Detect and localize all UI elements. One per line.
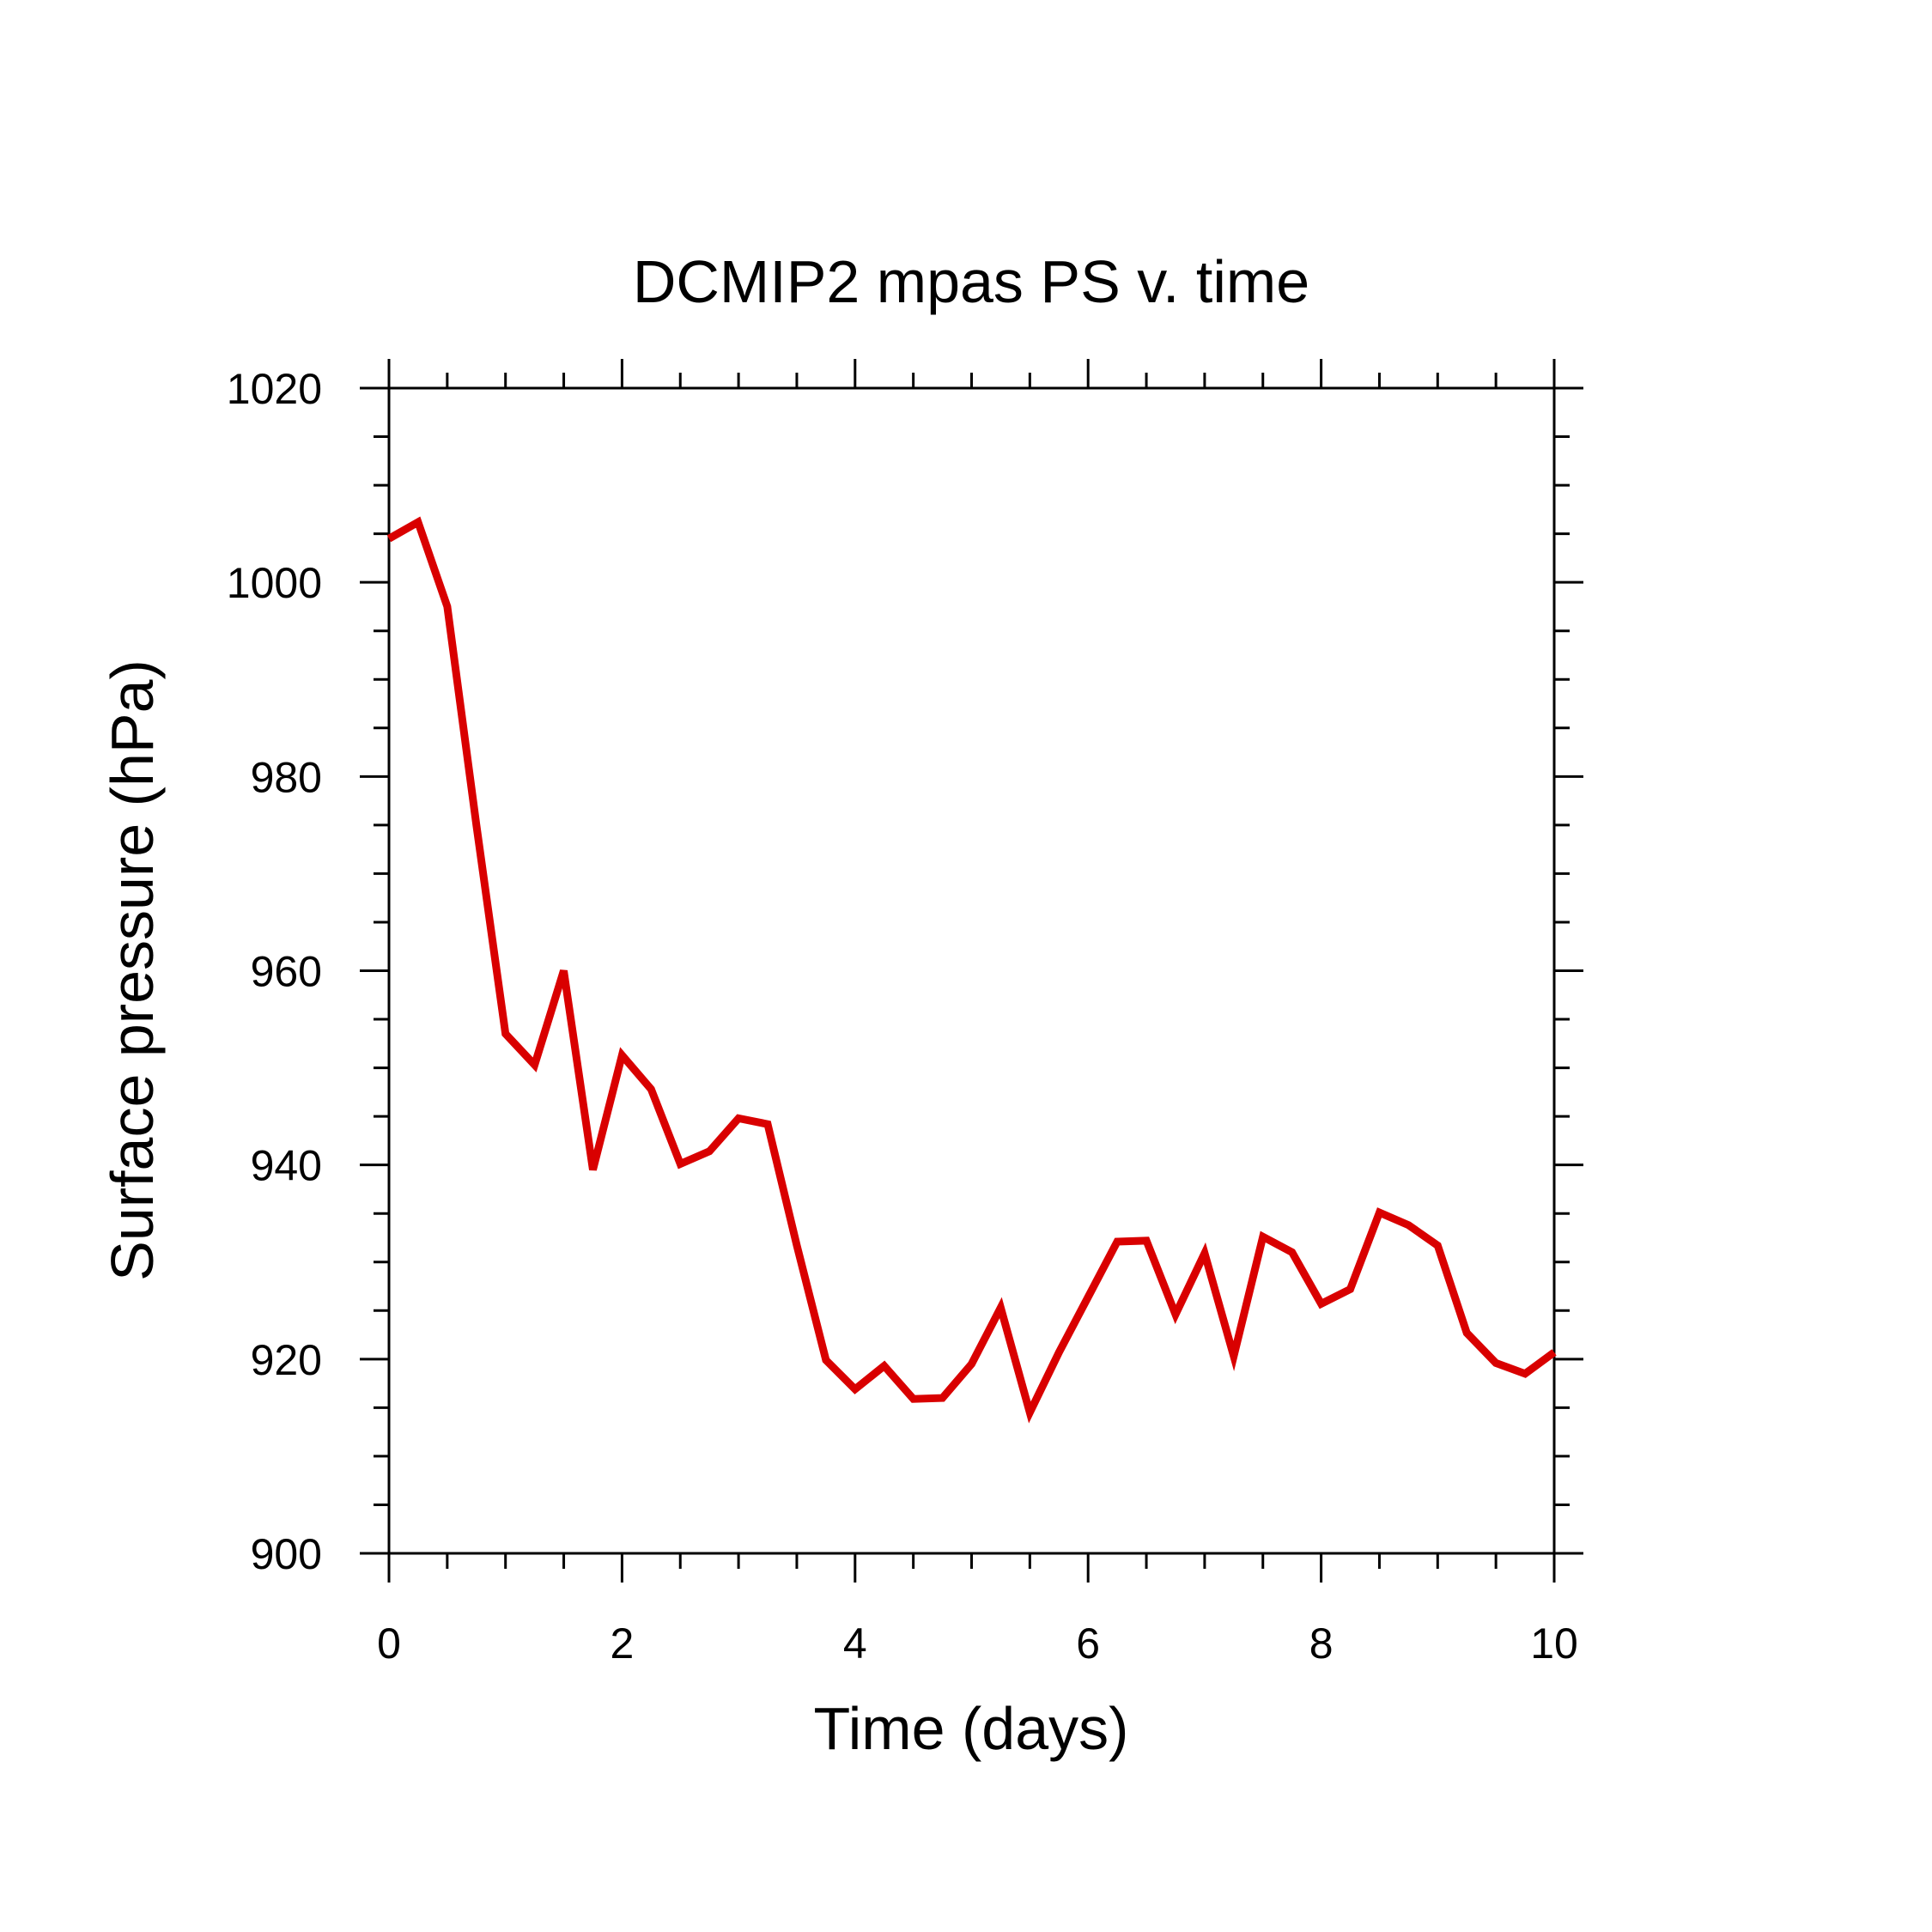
y-tick-label: 900 (251, 1530, 322, 1578)
y-axis (360, 386, 1583, 1555)
x-tick-label: 0 (377, 1619, 401, 1668)
x-tick-label: 2 (610, 1619, 634, 1668)
y-tick-label: 920 (251, 1336, 322, 1384)
y-tick-label: 1020 (227, 365, 322, 413)
plot-frame (387, 386, 1556, 1555)
x-tick-label: 6 (1076, 1619, 1100, 1668)
y-tick-label: 980 (251, 753, 322, 801)
x-axis-title: Time (days) (814, 1695, 1129, 1762)
series-layer (386, 516, 1557, 1424)
x-tick-label: 10 (1530, 1619, 1578, 1668)
y-tick-labels: 900 920 940 960 980 1000 1020 (227, 365, 322, 1578)
y-tick-label: 960 (251, 948, 322, 996)
y-tick-label: 940 (251, 1142, 322, 1190)
y-axis-title: Surface pressure (hPa) (99, 659, 166, 1281)
x-tick-label: 4 (843, 1619, 867, 1668)
y-tick-label: 1000 (227, 559, 322, 607)
x-axis (387, 359, 1556, 1583)
chart-title: DCMIP2 mpas PS v. time (633, 248, 1309, 315)
series-line (386, 516, 1557, 1424)
x-tick-label: 8 (1309, 1619, 1334, 1668)
x-tick-labels: 0 2 4 6 8 10 (377, 1619, 1578, 1668)
